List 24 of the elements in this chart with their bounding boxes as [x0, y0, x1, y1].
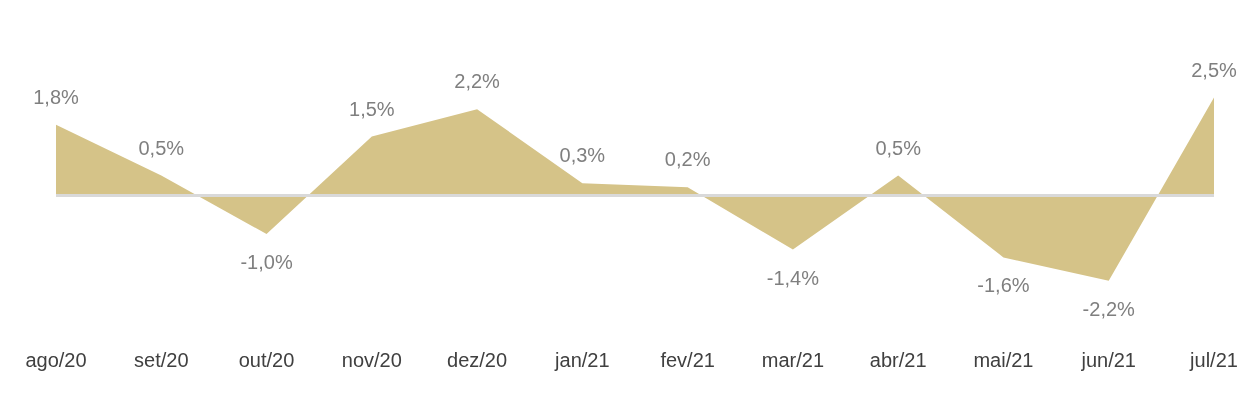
x-tick-label: dez/20 — [447, 349, 508, 371]
x-tick-label: out/20 — [238, 349, 295, 371]
x-tick-label: mai/21 — [973, 349, 1034, 371]
data-label: 2,2% — [454, 70, 501, 93]
x-tick-label: mar/21 — [761, 349, 825, 371]
x-tick-label: ago/20 — [25, 349, 87, 371]
x-tick-label: jun/21 — [1080, 349, 1136, 371]
x-tick-label: set/20 — [134, 349, 189, 371]
x-tick-label: fev/21 — [660, 349, 715, 371]
data-label: 2,5% — [1191, 58, 1238, 81]
x-tick-label: jul/21 — [1189, 349, 1238, 371]
data-label: -1,0% — [240, 251, 293, 273]
data-label: 0,2% — [664, 148, 711, 171]
x-tick-label: nov/20 — [341, 349, 402, 371]
x-tick-label: abr/21 — [869, 349, 927, 371]
data-label: 1,5% — [349, 97, 395, 120]
data-label: -1,6% — [977, 274, 1030, 297]
data-label: 0,5% — [138, 136, 185, 159]
data-label: -1,4% — [766, 266, 820, 289]
data-label: -2,2% — [1082, 297, 1136, 320]
data-label: 0,3% — [559, 144, 606, 167]
data-label: 0,5% — [875, 136, 922, 159]
x-tick-label: jan/21 — [554, 349, 610, 371]
data-label: 1,8% — [33, 85, 80, 108]
